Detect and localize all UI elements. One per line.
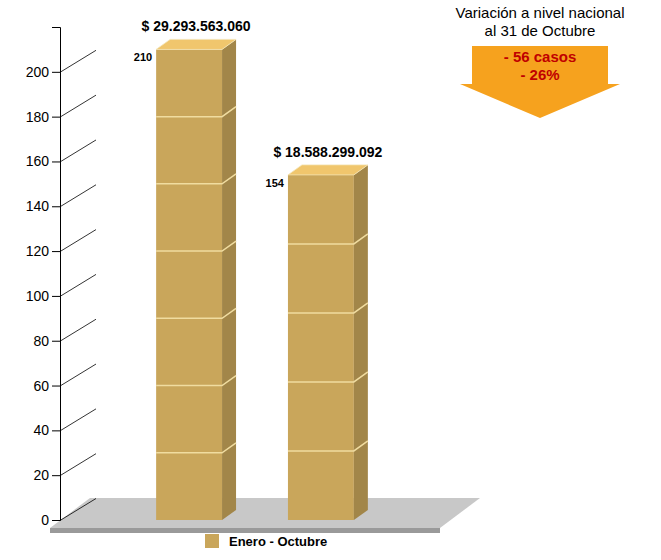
y-tick-mark xyxy=(52,386,60,387)
y-tick-slant xyxy=(60,319,96,341)
y-tick-label: 0 xyxy=(41,512,49,528)
y-tick-slant xyxy=(60,454,96,476)
bar-top xyxy=(288,165,368,175)
y-tick-mark xyxy=(52,251,60,252)
y-tick: 120 xyxy=(26,230,96,259)
box-divider xyxy=(288,441,368,451)
y-tick-label: 160 xyxy=(26,153,50,169)
y-tick: 200 xyxy=(26,50,96,79)
box-divider xyxy=(156,376,236,386)
y-tick: 60 xyxy=(33,364,96,393)
y-tick: 20 xyxy=(33,454,96,483)
amount-label: $ 18.588.299.092 xyxy=(273,144,382,160)
change-arrow xyxy=(460,46,620,118)
legend-swatch xyxy=(205,534,219,548)
y-tick: 180 xyxy=(26,95,96,124)
annotation-change: - 56 casos xyxy=(504,48,577,65)
y-tick-mark xyxy=(52,72,60,73)
annotation-text: Variación a nivel nacional xyxy=(456,4,625,21)
y-tick: 140 xyxy=(26,185,96,214)
y-tick-slant xyxy=(60,140,96,162)
y-tick-label: 180 xyxy=(26,109,50,125)
box-divider xyxy=(288,234,368,244)
y-tick-slant xyxy=(60,274,96,296)
y-tick-mark xyxy=(52,430,60,431)
bar-box xyxy=(288,165,368,520)
y-tick-slant xyxy=(60,185,96,207)
labels: 210 $ 29.293.563.060 154 $ 18.588.299.092 xyxy=(134,18,383,188)
bars xyxy=(156,39,368,520)
box-divider xyxy=(288,372,368,382)
data-label: 154 xyxy=(266,177,285,189)
y-tick-mark xyxy=(52,117,60,118)
box-divider xyxy=(288,303,368,313)
box-divider xyxy=(156,241,236,251)
y-tick-label: 40 xyxy=(33,422,49,438)
y-tick-label: 120 xyxy=(26,243,50,259)
legend: Enero - Octubre xyxy=(205,534,327,549)
amount-label: $ 29.293.563.060 xyxy=(142,18,251,34)
y-tick-mark xyxy=(52,520,60,521)
annotation-text: al 31 de Octubre xyxy=(485,22,596,39)
y-axis: 0 20 40 60 80 100 120 140 160 180 200 xyxy=(26,28,96,528)
box-divider xyxy=(156,107,236,117)
y-tick-label: 200 xyxy=(26,64,50,80)
y-axis-line xyxy=(52,28,61,521)
data-label: 210 xyxy=(134,51,152,63)
bar-side xyxy=(354,165,368,520)
y-tick-mark xyxy=(52,475,60,476)
box-divider xyxy=(156,174,236,184)
y-tick-label: 80 xyxy=(33,333,49,349)
y-tick-slant xyxy=(60,230,96,252)
y-tick-mark xyxy=(52,296,60,297)
y-tick-slant xyxy=(60,364,96,386)
y-tick-label: 100 xyxy=(26,288,50,304)
y-tick-slant xyxy=(60,95,96,117)
y-tick: 160 xyxy=(26,140,96,169)
y-tick-slant xyxy=(60,409,96,431)
y-tick-mark xyxy=(52,206,60,207)
legend-label: Enero - Octubre xyxy=(229,534,327,549)
y-tick-slant xyxy=(60,50,96,72)
y-tick-mark xyxy=(52,161,60,162)
bar-top xyxy=(156,39,236,49)
y-tick-mark xyxy=(52,341,60,342)
y-tick-label: 20 xyxy=(33,467,49,483)
y-tick: 40 xyxy=(33,409,96,438)
bar xyxy=(288,175,354,520)
box-divider xyxy=(156,308,236,318)
y-tick: 80 xyxy=(33,319,96,348)
floor-edge xyxy=(50,528,440,533)
y-tick-label: 140 xyxy=(26,198,50,214)
annotation-change: - 26% xyxy=(520,66,559,83)
y-tick-slant xyxy=(60,499,96,521)
bar-box xyxy=(156,39,236,520)
bar xyxy=(156,49,222,520)
box-divider xyxy=(156,443,236,453)
floor xyxy=(50,498,480,528)
y-tick: 0 xyxy=(41,499,96,528)
y-tick: 100 xyxy=(26,274,96,303)
y-tick-label: 60 xyxy=(33,378,49,394)
